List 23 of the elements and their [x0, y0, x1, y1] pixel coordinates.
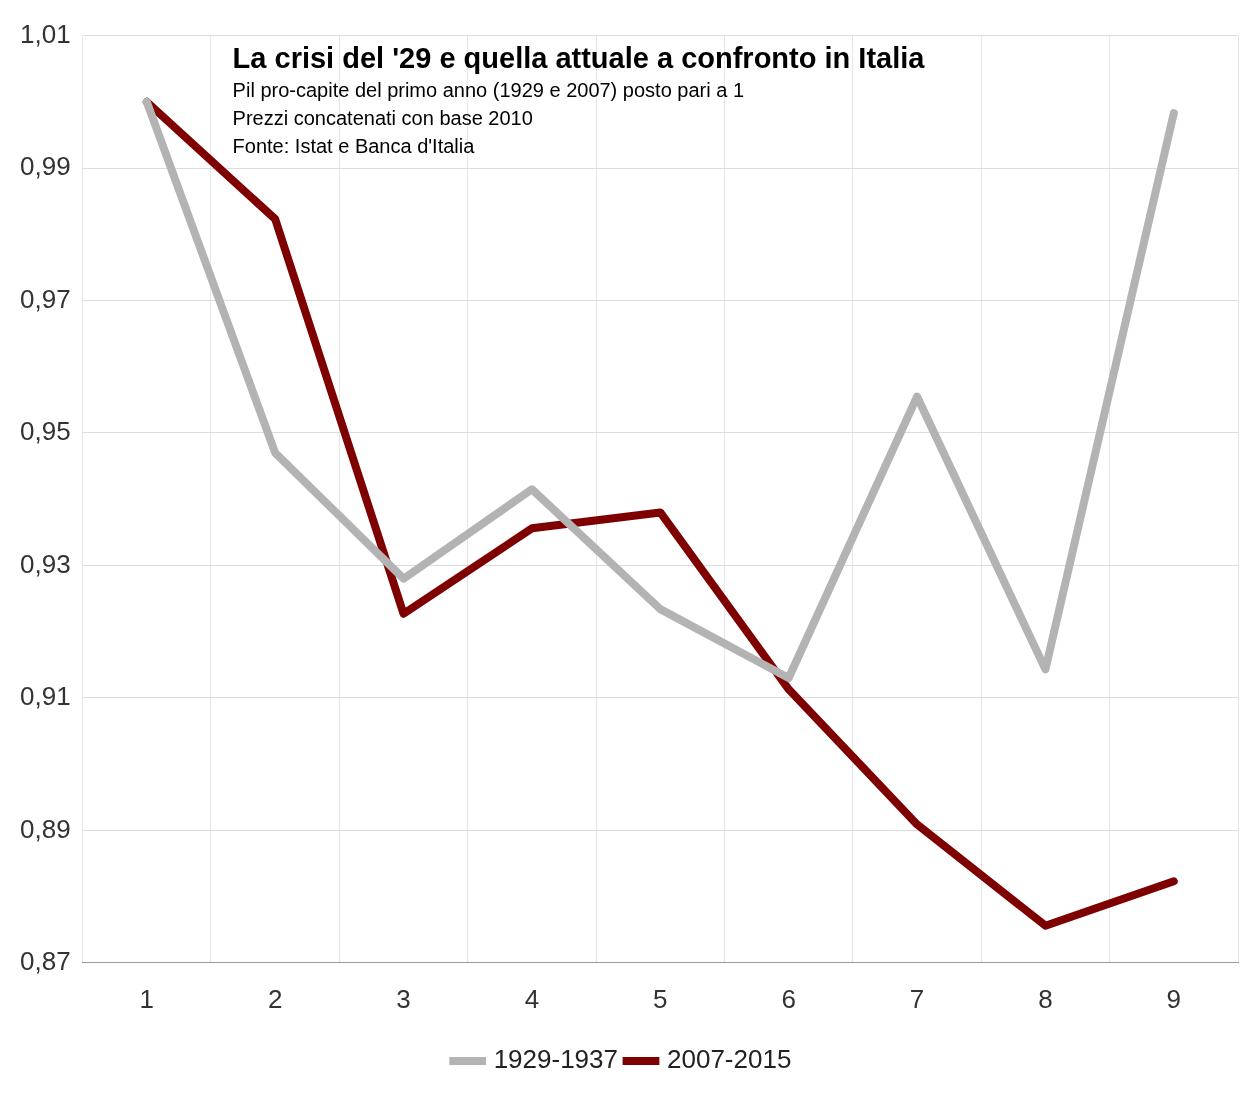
x-tick-label: 8 — [1038, 983, 1053, 1014]
legend-label: 2007-2015 — [667, 1044, 792, 1075]
y-tick-label: 0,91 — [19, 681, 71, 712]
x-tick-label: 1 — [139, 983, 155, 1014]
y-tick-label: 0,87 — [19, 945, 71, 976]
annotation: Fonte: Istat e Banca d'Italia — [232, 135, 476, 158]
legend-label: 1929-1937 — [493, 1044, 619, 1075]
y-tick-label: 1,01 — [19, 18, 71, 49]
y-tick-label: 0,97 — [19, 283, 71, 314]
y-tick-label: 0,95 — [19, 416, 71, 447]
x-tick-label: 7 — [909, 983, 925, 1014]
y-tick-label: 0,89 — [19, 813, 71, 844]
x-tick-label: 9 — [1166, 983, 1182, 1014]
y-tick-label: 0,93 — [19, 548, 71, 579]
annotation: Prezzi concatenati con base 2010 — [232, 107, 533, 130]
x-tick-label: 6 — [781, 983, 796, 1014]
text: Pil pro-capite del primo anno (1929 e 2007) posto pari a 1 — [232, 79, 745, 102]
x-tick-label: 2 — [267, 983, 283, 1014]
x-tick-label: 5 — [653, 983, 668, 1014]
x-tick-label: 4 — [524, 983, 540, 1014]
chart-title: La crisi del '29 e quella attuale a confronto in Italia — [232, 42, 926, 75]
y-tick-label: 0,99 — [19, 151, 71, 182]
x-tick-label: 3 — [396, 983, 411, 1014]
